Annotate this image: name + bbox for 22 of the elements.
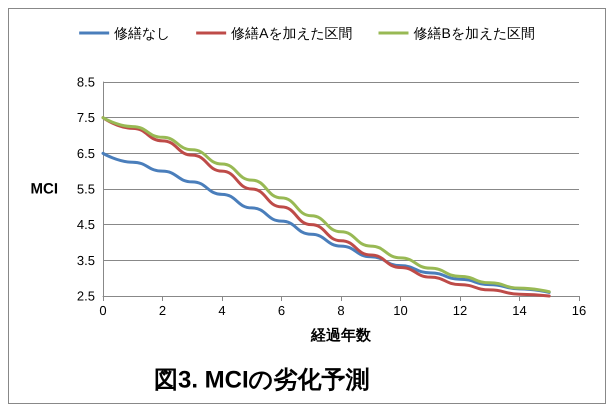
- legend-label: 修繕なし: [114, 25, 170, 41]
- legend-label: 修繕Bを加えた区間: [414, 25, 535, 41]
- y-tick-label: 3.5: [76, 252, 95, 268]
- y-tick-label: 4.5: [76, 217, 95, 232]
- y-tick-label: 7.5: [76, 110, 95, 126]
- x-tick-label: 0: [99, 303, 107, 318]
- x-tick-label: 10: [393, 303, 408, 318]
- x-tick-label: 12: [452, 303, 468, 318]
- x-tick-label: 8: [337, 303, 345, 318]
- y-tick-label: 6.5: [76, 146, 95, 161]
- legend-label: 修繕Aを加えた区間: [231, 25, 353, 41]
- x-tick-label: 14: [512, 303, 527, 318]
- x-tick-label: 4: [218, 303, 226, 318]
- x-axis-title: 経過年数: [310, 327, 372, 344]
- x-tick-label: 2: [158, 303, 166, 318]
- x-tick-label: 16: [572, 303, 586, 318]
- text: 図3. MCIの劣化予測: [154, 366, 370, 394]
- y-tick-label: 2.5: [76, 288, 95, 304]
- y-tick-label: 8.5: [76, 74, 95, 90]
- y-tick-label: 5.5: [76, 182, 95, 196]
- y-axis-title: MCI: [30, 180, 58, 198]
- x-tick-label: 6: [278, 303, 286, 318]
